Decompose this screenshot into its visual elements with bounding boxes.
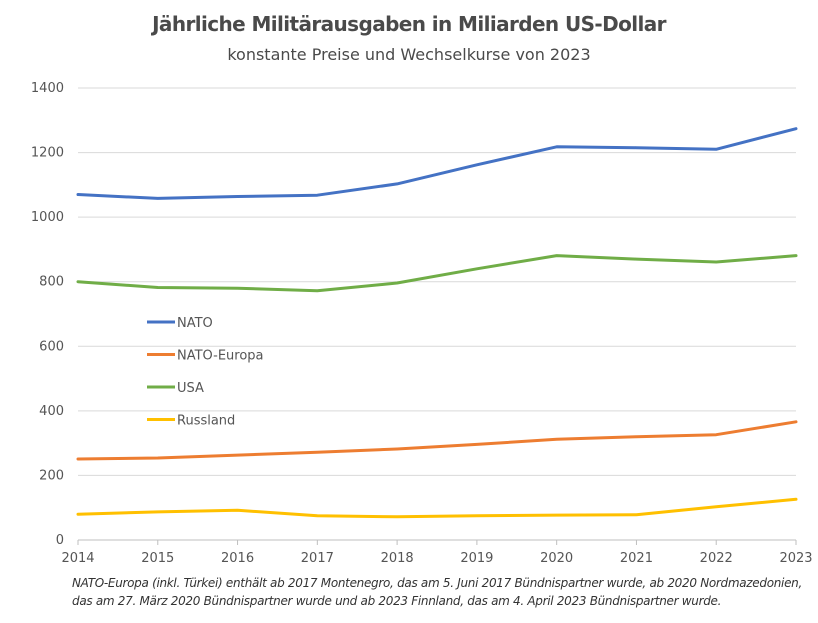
x-tick-label: 2015 <box>141 551 174 566</box>
y-tick-label: 0 <box>56 533 64 548</box>
series-line-usa <box>76 254 798 293</box>
y-tick-label: 1200 <box>31 146 64 161</box>
chart-subtitle: konstante Preise und Wechselkurse von 20… <box>227 45 591 64</box>
y-tick-label: 200 <box>39 468 64 483</box>
footnote-line: NATO-Europa (inkl. Türkei) enthält ab 20… <box>72 576 802 590</box>
x-tick-label: 2019 <box>460 551 493 566</box>
y-tick-label: 800 <box>39 275 64 290</box>
y-tick-label: 400 <box>39 404 64 419</box>
y-tick-label: 1400 <box>31 81 64 96</box>
grid-lines <box>78 87 796 476</box>
series-line-russland <box>76 497 798 519</box>
x-tick-label: 2016 <box>221 551 254 566</box>
footnote-line: das am 27. März 2020 Bündnispartner wurd… <box>72 594 722 608</box>
legend-label-nato-europa: NATO-Europa <box>177 349 264 364</box>
footnote: NATO-Europa (inkl. Türkei) enthält ab 20… <box>72 574 812 610</box>
y-axis: 0 200 400 600 800 1000 1200 1400 <box>31 81 64 548</box>
x-tick-label: 2020 <box>540 551 573 566</box>
y-tick-label: 600 <box>39 339 64 354</box>
series-line-nato-europa <box>76 420 798 461</box>
y-tick-label: 1000 <box>31 210 64 225</box>
series-line-nato <box>76 127 798 200</box>
x-tick-label: 2022 <box>700 551 733 566</box>
legend-label-nato: NATO <box>177 316 213 331</box>
x-tick-label: 2018 <box>381 551 414 566</box>
x-tick-label: 2023 <box>779 551 812 566</box>
x-axis: 2014 2015 2016 2017 2018 2019 2020 2021 2022 2023 <box>61 539 813 566</box>
chart-title: Jährliche Militärausgaben in Miliarden U… <box>152 12 666 36</box>
series-lines <box>76 127 798 519</box>
x-tick-label: 2014 <box>61 551 94 566</box>
legend-label-usa: USA <box>177 381 204 396</box>
legend-label-russland: Russland <box>177 414 235 429</box>
legend: NATO NATO-Europa USA Russland <box>147 316 264 429</box>
x-tick-label: 2017 <box>301 551 334 566</box>
x-tick-label: 2021 <box>620 551 653 566</box>
